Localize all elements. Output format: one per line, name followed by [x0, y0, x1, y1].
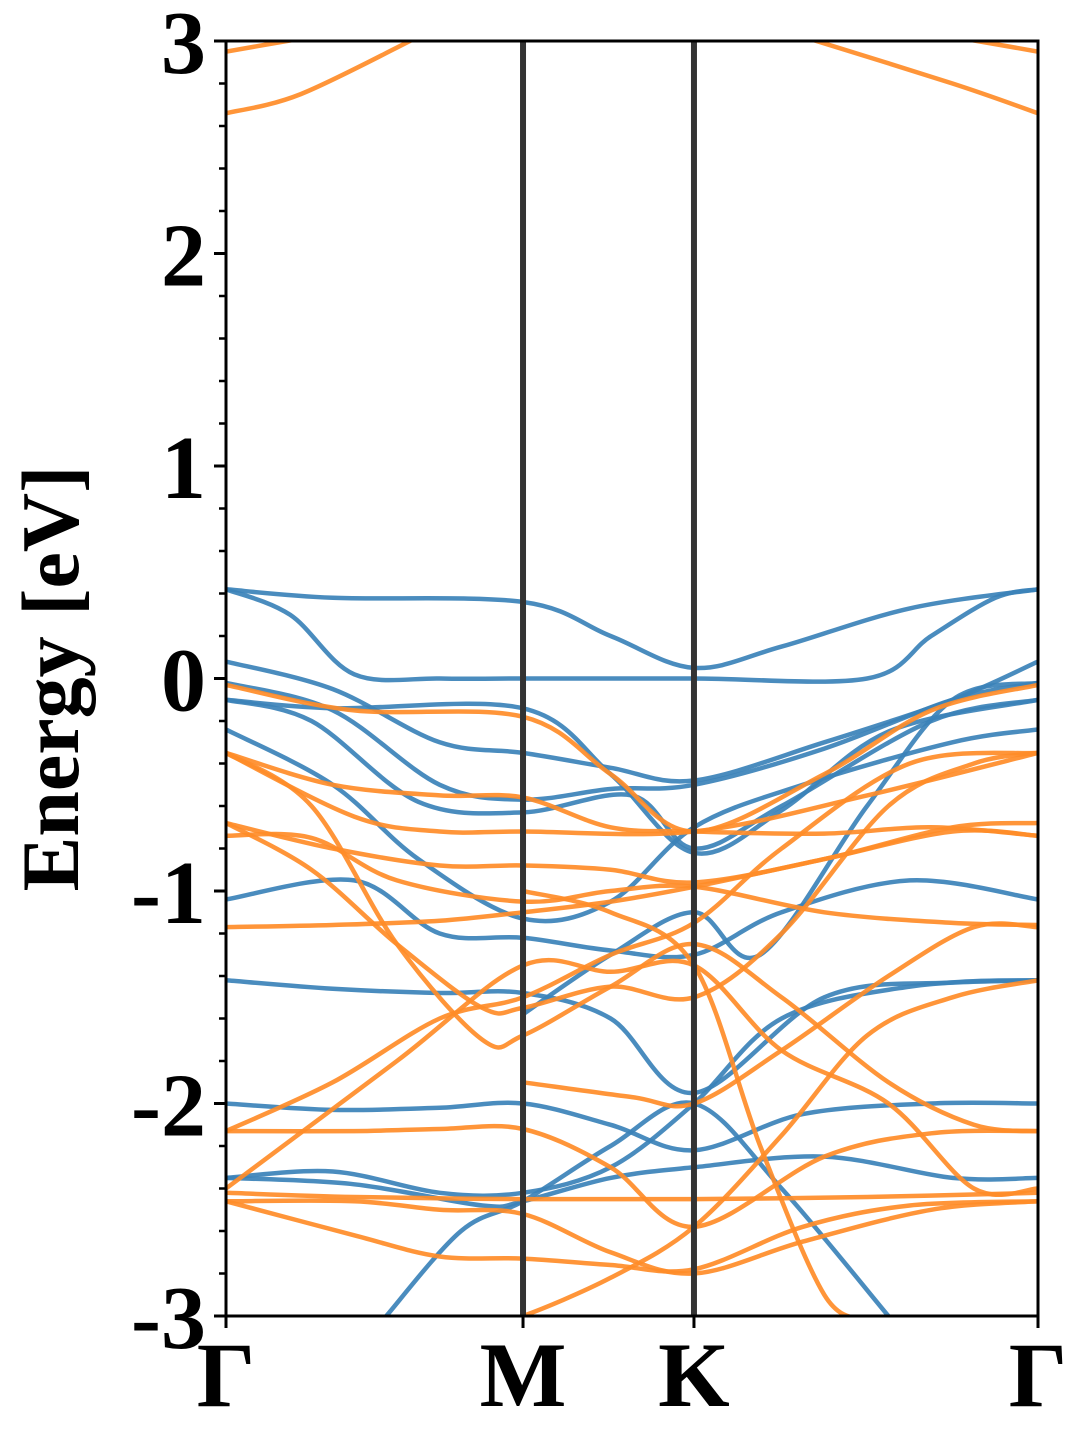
y-tick-label: 2	[161, 207, 206, 306]
y-axis-ticks: -3 -2 -1 0 1 2 3	[131, 0, 226, 1368]
x-tick-label-kpoint: Γ	[1009, 1324, 1068, 1426]
band-line-orange-34	[522, 888, 858, 1316]
band-line-blue-12	[384, 1100, 891, 1316]
band-line-blue-6	[226, 727, 1038, 924]
band-line-blue-5	[226, 697, 1038, 856]
band-line-blue-1	[226, 587, 1038, 684]
band-line-orange-25	[226, 750, 1038, 1134]
band-line-blue-8	[226, 978, 1038, 1096]
band-line-orange-18	[226, 682, 1038, 834]
y-tick-label: -2	[131, 1057, 206, 1156]
band-line-orange-14	[226, 41, 301, 54]
band-line-orange-16	[808, 41, 1038, 116]
y-tick-label: 3	[161, 0, 206, 93]
y-tick-label: 1	[161, 419, 206, 518]
band-line-orange-21	[226, 820, 1038, 885]
x-tick-label-kpoint: M	[480, 1324, 567, 1426]
band-line-orange-20	[226, 750, 1038, 837]
band-line-blue-9	[226, 1100, 1038, 1153]
band-line-orange-23	[226, 828, 1038, 930]
band-line-orange-29	[226, 1190, 1038, 1202]
y-tick-label: -1	[131, 844, 206, 943]
band-line-blue-0	[226, 587, 1038, 671]
band-line-blue-3	[226, 680, 1038, 802]
band-line-blue-11	[226, 1154, 1038, 1209]
band-line-orange-31	[226, 1199, 1038, 1274]
band-line-blue-10	[226, 978, 1038, 1198]
band-line-orange-33	[522, 921, 1038, 1109]
band-line-orange-19	[226, 750, 1038, 839]
y-tick-label: 0	[161, 632, 206, 731]
x-tick-label-kpoint: Γ	[197, 1324, 256, 1426]
band-lines	[226, 41, 1038, 1316]
band-line-orange-17	[963, 41, 1038, 54]
y-tick-label: -3	[131, 1269, 206, 1368]
kpoint-separators	[520, 41, 697, 1316]
band-line-orange-27	[226, 1123, 1038, 1230]
y-axis-label: Energy [eV]	[5, 466, 96, 892]
x-tick-label-kpoint: K	[658, 1324, 730, 1426]
band-line-orange-15	[226, 41, 415, 116]
band-line-orange-30	[226, 1198, 1038, 1276]
band-line-orange-26	[226, 750, 1038, 1134]
band-line-blue-7	[226, 877, 1038, 960]
band-line-orange-28	[226, 957, 1038, 1198]
band-line-orange-32	[515, 978, 1038, 1316]
